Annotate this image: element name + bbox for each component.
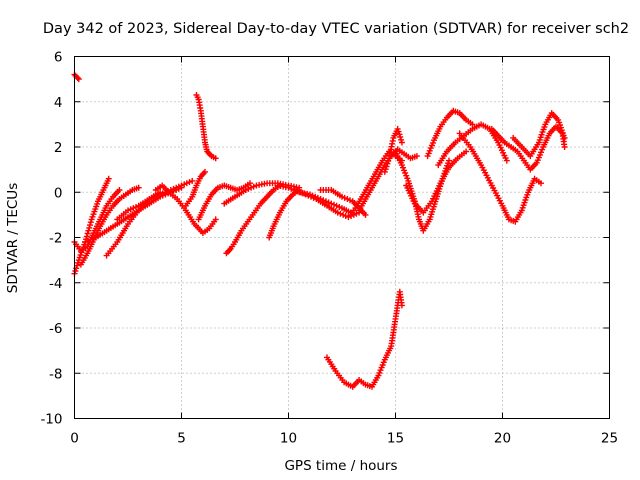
plus-markers (77, 184, 142, 268)
plus-markers (291, 187, 363, 221)
series-arc-11 (195, 180, 253, 223)
x-tick-labels: 0 5 10 15 20 25 (70, 431, 618, 447)
y-tick-label: -4 (49, 276, 62, 292)
plus-markers (114, 177, 196, 223)
y-tick-label: -2 (49, 231, 62, 247)
plus-markers (324, 288, 405, 390)
series-arc-7 (114, 177, 196, 223)
x-axis-label: GPS time / hours (284, 458, 397, 474)
series-arc-19 (356, 146, 420, 214)
y-tick-label: -6 (49, 321, 62, 337)
series-arc-12 (223, 182, 283, 257)
series-arc-26 (456, 130, 544, 225)
series-arc-8 (152, 182, 219, 236)
plus-markers (456, 130, 544, 225)
series-arc-20 (381, 125, 405, 175)
series-arc-24 (424, 107, 476, 160)
y-tick-label: -10 (40, 412, 62, 428)
series-arc-1 (71, 71, 82, 83)
y-tick-label: 0 (54, 185, 63, 201)
y-tick-label: 2 (54, 140, 63, 156)
series-arc-16 (291, 187, 363, 221)
x-tick-label: 25 (601, 431, 618, 447)
y-tick-label: 6 (54, 50, 63, 66)
x-tick-label: 15 (387, 431, 404, 447)
series-arc-28 (510, 110, 568, 160)
plus-markers (71, 175, 112, 277)
y-tick-label: 4 (54, 95, 63, 111)
plus-markers (152, 182, 219, 236)
plus-markers (193, 92, 219, 162)
x-tick-label: 5 (177, 431, 186, 447)
y-tick-labels: -10 -8 -6 -4 -2 0 2 4 6 (40, 50, 62, 428)
series-arc-9 (182, 168, 208, 209)
series-arc-10 (193, 92, 219, 162)
plus-markers (182, 168, 208, 209)
y-tick-label: -8 (49, 366, 62, 382)
plus-markers (356, 146, 420, 214)
plus-markers (424, 107, 476, 160)
plus-markers (403, 148, 470, 216)
series-arc-21 (324, 288, 405, 390)
series-arc-2 (71, 175, 112, 277)
data-series (71, 71, 568, 390)
chart-title: Day 342 of 2023, Sidereal Day-to-day VTE… (43, 21, 629, 37)
grid-lines (74, 56, 610, 419)
plus-markers (223, 182, 283, 257)
series-arc-4 (77, 184, 142, 268)
x-tick-label: 10 (280, 431, 297, 447)
plus-markers (381, 125, 405, 175)
plus-markers (71, 71, 82, 83)
y-axis-label: SDTVAR / TECUs (5, 183, 21, 293)
series-arc-23 (403, 148, 470, 216)
x-tick-label: 0 (70, 431, 79, 447)
plus-markers (510, 110, 568, 160)
x-tick-label: 20 (494, 431, 511, 447)
plus-markers (195, 180, 253, 223)
plot-frame (74, 56, 610, 419)
